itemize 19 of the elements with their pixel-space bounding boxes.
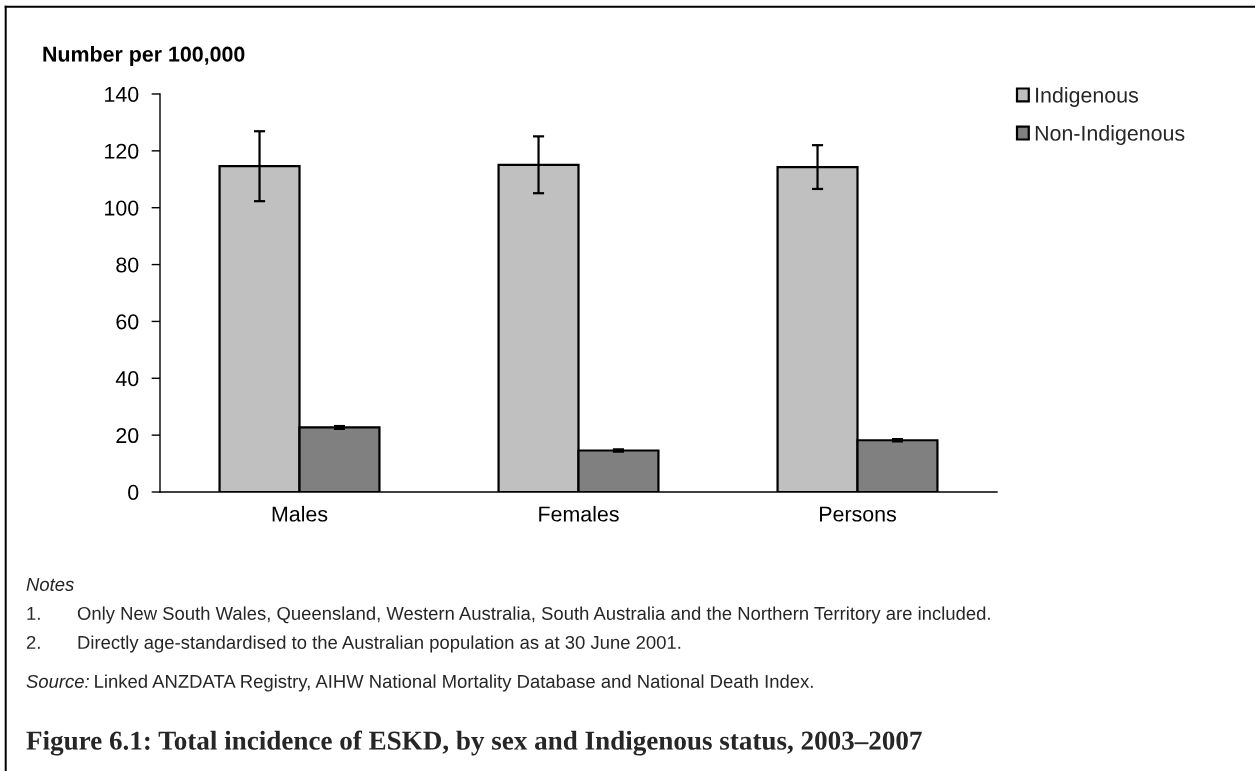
y-tick-label: 120 — [105, 143, 139, 159]
y-tick-label: 140 — [105, 86, 139, 102]
x-tick-label: Persons — [820, 506, 896, 522]
y-tick-label: 80 — [116, 257, 139, 273]
source-note: Source: Linked ANZDATA Registry, AIHW National Mortality Database and National Death Index. — [26, 674, 813, 692]
legend-label: Non-Indigenous — [1035, 125, 1185, 146]
text: Notes — [26, 578, 74, 591]
y-tick-label: 40 — [115, 371, 139, 387]
y-tick-label: 100 — [105, 200, 139, 216]
y-tick-label: 60 — [116, 314, 139, 330]
text: 2. Directly age-standardised to the Australian population as at 30 June 2001. — [26, 635, 681, 653]
y-tick-label: 20 — [116, 427, 139, 444]
text: 1. Only New South Wales, Queensland, Western Australia, South Australia and the Northern Territory are included. — [27, 606, 990, 624]
text: Figure 6.1: Total incidence of ESKD, by sex and Indigenous status, 2003–2007 — [26, 730, 922, 756]
x-tick-label: Males — [272, 505, 328, 522]
legend-label: Indigenous — [1036, 87, 1138, 107]
x-tick-label: Females — [539, 505, 619, 522]
y-tick-label: 0 — [128, 484, 139, 500]
y-axis-title: Number per 100,000 — [43, 46, 245, 66]
